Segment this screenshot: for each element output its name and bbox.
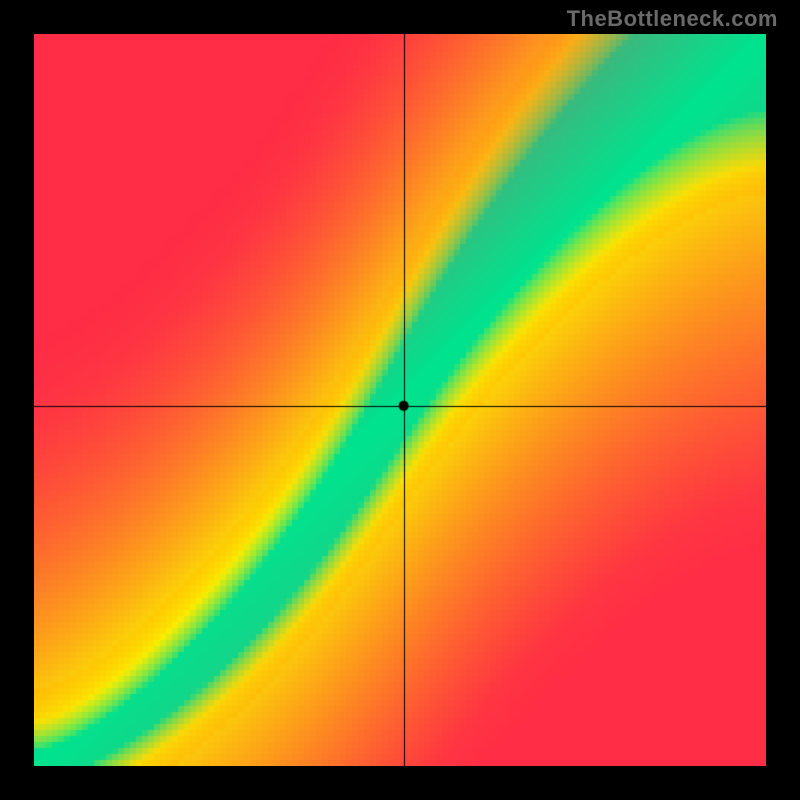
- bottleneck-heatmap: [34, 34, 766, 766]
- watermark-text: TheBottleneck.com: [567, 6, 778, 32]
- chart-container: { "canvas": { "width": 800, "height": 80…: [0, 0, 800, 800]
